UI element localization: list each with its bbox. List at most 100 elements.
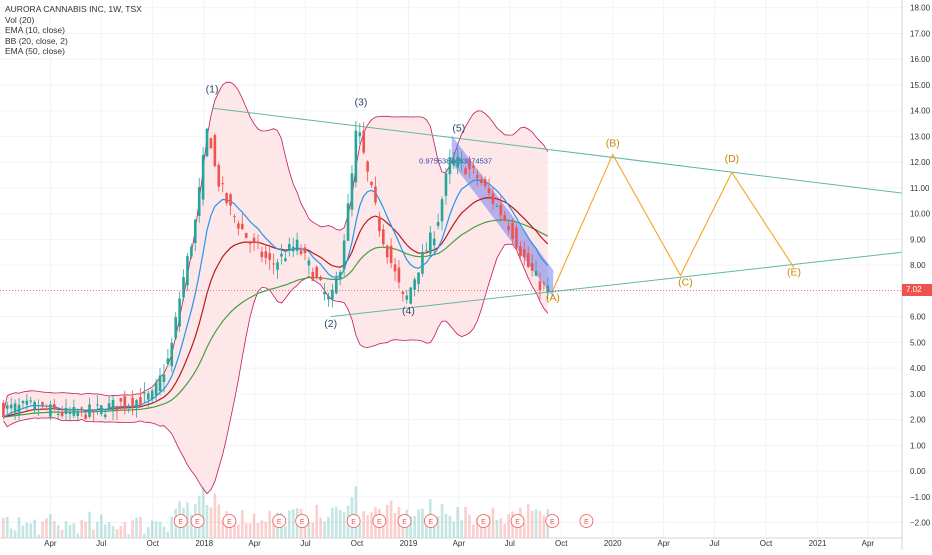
x-tick-label: Oct <box>147 539 160 548</box>
legend-ema10[interactable]: EMA (10, close) <box>5 25 65 36</box>
candle-body <box>139 397 142 405</box>
earnings-marker <box>476 514 491 528</box>
earnings-marker <box>372 514 387 528</box>
candle-body <box>319 276 322 281</box>
volume-bar <box>103 524 107 538</box>
volume-bar <box>538 511 542 538</box>
y-tick-label: 2.00 <box>910 416 926 425</box>
triangle-lines <box>212 107 903 318</box>
volume-bar <box>68 524 72 538</box>
candle-body <box>178 298 181 327</box>
legend-bb[interactable]: BB (20, close, 2) <box>5 35 68 46</box>
legend-symbol[interactable]: AURORA CANNABIS INC, 1W, TSX <box>5 4 142 14</box>
x-tick-label: Jul <box>300 539 310 548</box>
volume-bar <box>417 509 420 538</box>
candle-body <box>45 408 48 410</box>
x-tick-label: Apr <box>657 539 670 548</box>
candle-body <box>370 181 373 186</box>
earnings-marker <box>272 514 287 528</box>
volume-bar <box>432 516 436 538</box>
earnings-label: E <box>300 519 305 526</box>
volume-bar <box>256 523 260 538</box>
volume-bar <box>21 525 25 538</box>
candle-body <box>21 401 25 404</box>
candle-body <box>405 295 409 300</box>
candle-body <box>154 382 158 396</box>
volume-bar <box>5 517 9 538</box>
legend-vol[interactable]: Vol (20) <box>5 14 35 25</box>
candle-body <box>60 411 64 416</box>
candle-body <box>291 246 295 252</box>
y-tick-label: 14.00 <box>910 107 931 116</box>
x-tick-label: Oct <box>760 539 773 548</box>
y-tick-label: 0.00 <box>910 467 926 476</box>
candle-body <box>186 256 189 286</box>
volume-bar <box>338 509 342 538</box>
candle-body <box>526 253 530 267</box>
volume-bar <box>475 517 479 538</box>
candle-body <box>64 407 68 414</box>
volume-bar <box>495 520 499 538</box>
wave-label: (B) <box>606 138 620 150</box>
earnings-marker <box>173 514 188 528</box>
candle-body <box>205 128 209 157</box>
candle-body <box>72 406 76 416</box>
candle-body <box>381 229 385 245</box>
volume-bar <box>291 509 295 538</box>
candle-body <box>52 404 56 409</box>
candle-body <box>201 155 205 200</box>
volume-bar <box>33 519 36 538</box>
legend: AURORA CANNABIS INC, 1W, TSX Vol (20) EM… <box>5 4 142 57</box>
volume-bar <box>45 518 48 538</box>
candle-body <box>342 240 346 270</box>
candle-body <box>515 227 518 248</box>
candle-body <box>190 246 193 257</box>
candle-body <box>350 173 354 210</box>
volume-bar <box>221 520 225 538</box>
candles <box>2 121 550 422</box>
y-tick-label: 11.00 <box>910 184 930 193</box>
earnings-label: E <box>351 519 356 526</box>
candle-body <box>378 216 381 232</box>
legend-ema50[interactable]: EMA (50, close) <box>5 46 65 57</box>
volume-bar <box>248 523 252 538</box>
candle-body <box>401 291 405 294</box>
candle-body <box>182 277 185 298</box>
candle-body <box>479 179 483 184</box>
volume-bar <box>237 524 240 538</box>
candle-body <box>131 397 134 408</box>
earnings-label: E <box>178 519 183 526</box>
candle-body <box>358 132 362 137</box>
candle-body <box>41 402 44 406</box>
earnings-label: E <box>481 519 486 526</box>
candle-body <box>323 291 326 295</box>
candle-body <box>252 237 256 242</box>
earnings-label: E <box>195 519 200 526</box>
volume-bar <box>60 529 64 538</box>
earnings-marker <box>397 514 412 528</box>
volume-bar <box>444 513 448 538</box>
volume-bar <box>409 516 413 538</box>
candle-body <box>244 232 248 238</box>
projection-line <box>552 153 795 291</box>
earnings-label: E <box>584 519 589 526</box>
candle-body <box>268 253 272 260</box>
volume-bar <box>436 515 440 538</box>
volume-bar <box>190 514 193 538</box>
earnings-label: E <box>402 519 407 526</box>
volume-bar <box>119 526 123 538</box>
candle-body <box>331 289 334 300</box>
earnings-marker <box>295 514 310 528</box>
volume-bar <box>311 522 315 538</box>
volume-bar <box>13 530 17 538</box>
wave-label: (5) <box>452 122 465 134</box>
candle-body <box>143 392 146 394</box>
wave-label: (D) <box>725 153 740 165</box>
y-tick-label: 5.00 <box>910 338 926 347</box>
volume-bar <box>64 521 68 538</box>
candle-body <box>523 248 526 258</box>
volume-bar <box>303 523 307 538</box>
